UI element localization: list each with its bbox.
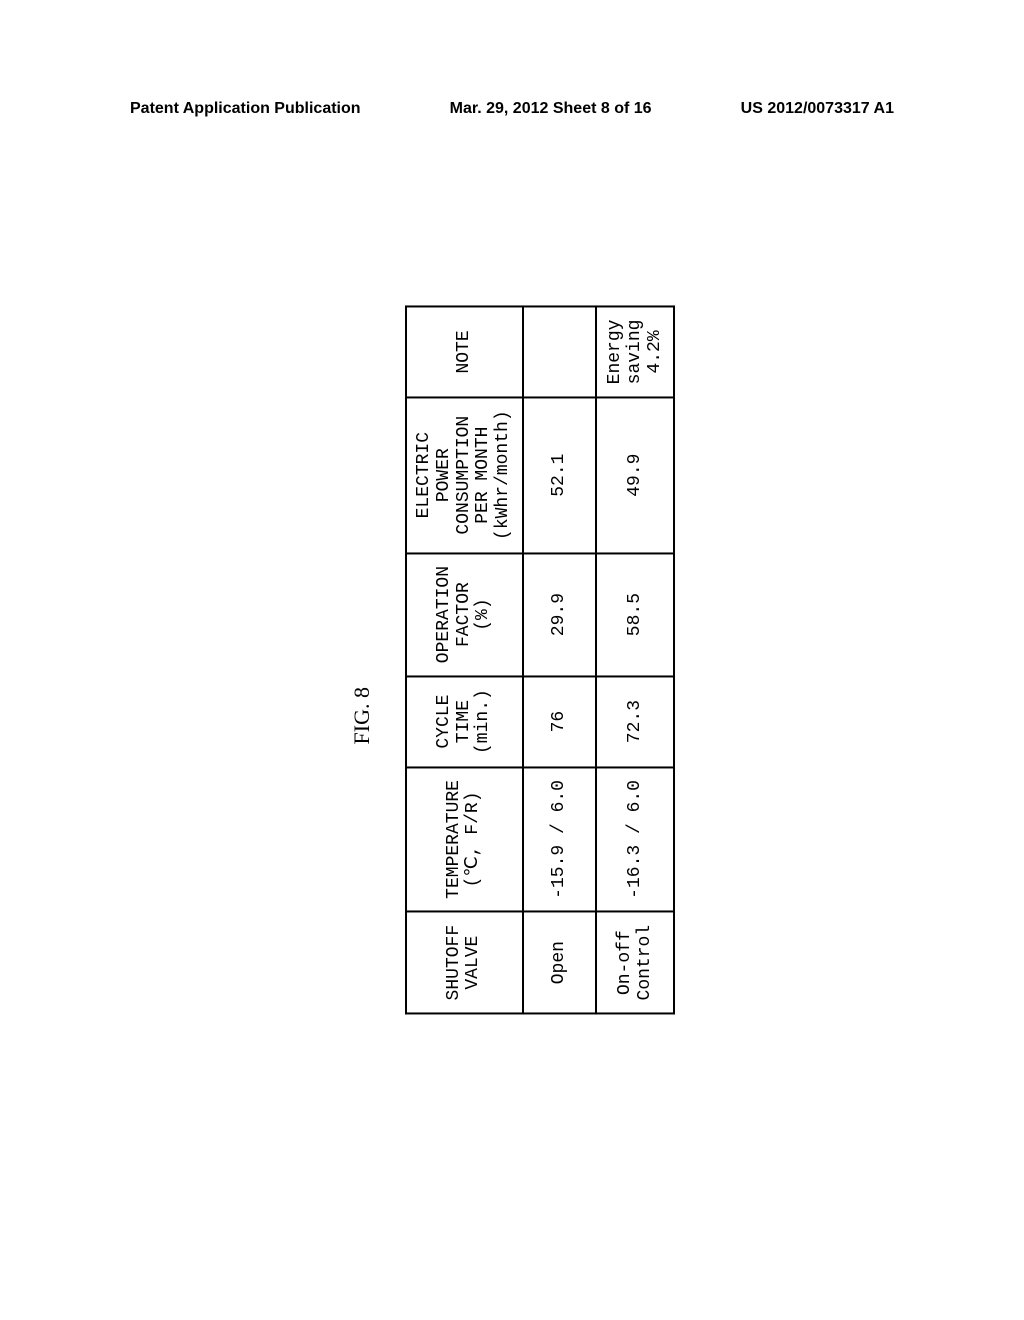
col-header-note: NOTE (406, 307, 523, 398)
cell-temperature: -15.9 / 6.0 (523, 767, 596, 912)
col-header-temperature: TEMPERATURE(℃, F/R) (406, 767, 523, 912)
header-center: Mar. 29, 2012 Sheet 8 of 16 (450, 100, 652, 118)
cell-note: Energy saving 4.2% (596, 307, 674, 398)
cell-shutoff: Open (523, 912, 596, 1014)
data-table: SHUTOFF VALVE TEMPERATURE(℃, F/R) CYCLE … (405, 306, 675, 1015)
figure-wrapper: FIG. 8 SHUTOFF VALVE TEMPERATURE(℃, F/R)… (349, 306, 675, 1015)
table-row: Open -15.9 / 6.0 76 29.9 52.1 (523, 307, 596, 1014)
figure-label: FIG. 8 (349, 306, 375, 745)
cell-temperature: -16.3 / 6.0 (596, 767, 674, 912)
cell-operation: 58.5 (596, 553, 674, 676)
col-header-cycletime: CYCLE TIME(min.) (406, 676, 523, 767)
cell-power: 52.1 (523, 397, 596, 553)
cell-shutoff: On-off Control (596, 912, 674, 1014)
col-header-operation: OPERATIONFACTOR (%) (406, 553, 523, 676)
col-header-shutoff: SHUTOFF VALVE (406, 912, 523, 1014)
col-header-power: ELECTRIC POWERCONSUMPTIONPER MONTH(kWhr/… (406, 397, 523, 553)
header-right: US 2012/0073317 A1 (741, 100, 894, 118)
cell-note (523, 307, 596, 398)
page-header: Patent Application Publication Mar. 29, … (0, 100, 1024, 118)
cell-power: 49.9 (596, 397, 674, 553)
table-header-row: SHUTOFF VALVE TEMPERATURE(℃, F/R) CYCLE … (406, 307, 523, 1014)
header-left: Patent Application Publication (130, 100, 361, 118)
table-row: On-off Control -16.3 / 6.0 72.3 58.5 49.… (596, 307, 674, 1014)
cell-cycletime: 76 (523, 676, 596, 767)
cell-cycletime: 72.3 (596, 676, 674, 767)
cell-operation: 29.9 (523, 553, 596, 676)
